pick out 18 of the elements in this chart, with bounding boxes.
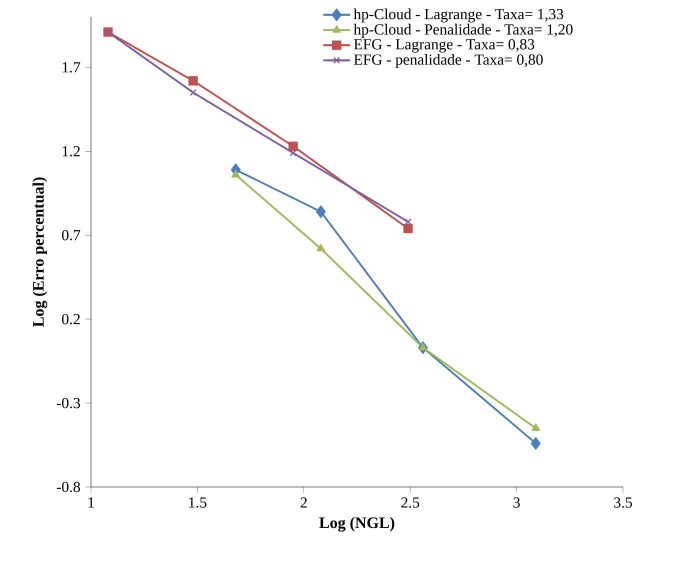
y-tick-label: 1.7 <box>62 62 80 73</box>
y-tick-label: 0.2 <box>62 314 80 324</box>
legend-label: hp-Cloud - Lagrange - Taxa= 1,33 <box>354 8 564 22</box>
legend-label: hp-Cloud - Penalidade - Taxa= 1,20 <box>354 24 573 38</box>
x-tick-label: 2 <box>300 497 307 508</box>
legend-label: EFG - Lagrange - Taxa= 0,83 <box>354 39 534 53</box>
y-tick-label: -0.8 <box>56 482 80 492</box>
y-tick-label: 1.2 <box>62 146 80 156</box>
x-tick-label: 3 <box>513 497 520 508</box>
x-tick-label: 1.5 <box>189 497 206 508</box>
x-axis-title: Log (NGL) <box>319 516 394 532</box>
y-tick-label: -0.3 <box>56 398 80 408</box>
x-tick-label: 1 <box>88 497 94 508</box>
y-tick-label: 0.7 <box>62 230 80 240</box>
legend-label: EFG - penalidade - Taxa= 0,80 <box>354 54 543 68</box>
x-tick-label: 3.5 <box>614 497 632 508</box>
y-axis-title: Log (Erro percentual) <box>32 177 48 327</box>
x-tick-label: 2.5 <box>401 497 420 508</box>
